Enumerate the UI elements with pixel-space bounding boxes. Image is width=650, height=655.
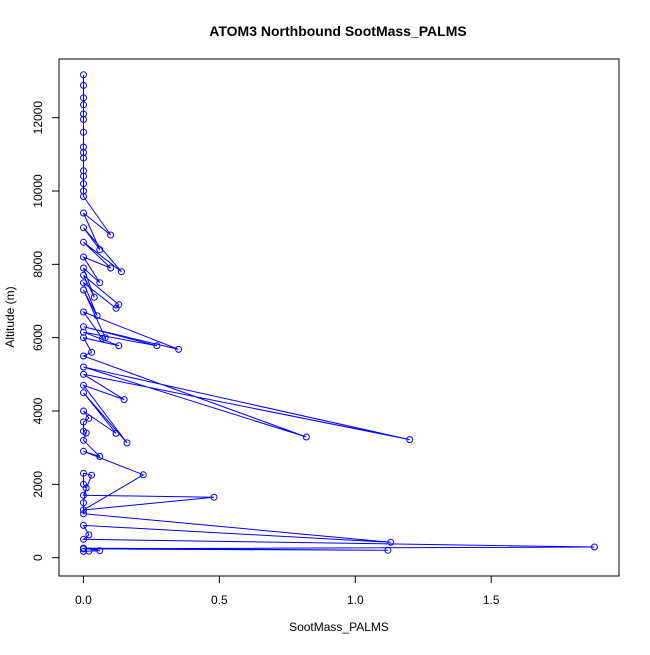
- data-point: [80, 510, 87, 518]
- data-point: [80, 94, 87, 102]
- data-point: [107, 264, 115, 272]
- data-point: [80, 71, 87, 79]
- data-point: [80, 308, 87, 316]
- x-axis-label: SootMass_PALMS: [289, 620, 389, 634]
- data-point: [80, 101, 87, 109]
- y-tick-label: 8000: [31, 251, 45, 278]
- data-point: [80, 544, 87, 552]
- data-point: [80, 506, 87, 514]
- data-point: [80, 279, 87, 287]
- data-point: [80, 116, 87, 123]
- x-tick-label: 0.0: [75, 593, 92, 607]
- data-point: [80, 363, 87, 371]
- data-point: [80, 407, 87, 415]
- y-tick-label: 4000: [31, 397, 45, 424]
- data-point: [80, 172, 87, 180]
- data-point: [85, 414, 93, 422]
- data-point: [80, 193, 87, 200]
- data-point: [96, 453, 104, 460]
- y-tick-label: 0: [31, 554, 45, 561]
- data-point: [115, 342, 123, 350]
- data-point: [210, 493, 218, 501]
- data-point: [80, 535, 87, 543]
- data-point: [591, 543, 598, 551]
- data-point: [80, 436, 87, 444]
- x-tick-label: 0.5: [211, 593, 228, 607]
- plot-frame: [58, 58, 620, 577]
- data-point: [99, 334, 106, 342]
- data-point: [123, 439, 131, 447]
- series-line: [82, 74, 595, 552]
- data-point: [80, 238, 87, 246]
- data-point: [80, 521, 87, 529]
- data-point: [80, 370, 87, 378]
- data-point: [153, 342, 161, 350]
- data-point: [80, 209, 87, 217]
- data-point: [96, 279, 104, 287]
- data-point: [80, 253, 87, 261]
- data-point: [88, 471, 96, 479]
- data-point: [80, 286, 87, 294]
- y-tick-label: 10000: [31, 174, 45, 208]
- x-tick-label: 1.5: [483, 593, 500, 607]
- data-point: [80, 381, 87, 389]
- data-point: [80, 547, 87, 555]
- chart-title: ATOM3 Northbound SootMass_PALMS: [209, 23, 466, 39]
- data-point: [118, 268, 125, 276]
- data-point: [88, 348, 96, 356]
- y-tick-label: 12000: [31, 101, 45, 135]
- data-point: [85, 531, 93, 539]
- data-point: [80, 264, 87, 272]
- y-tick-label: 2000: [31, 471, 45, 498]
- data-point: [107, 231, 115, 239]
- data-point: [80, 81, 87, 89]
- y-axis-label: Altitude (m): [3, 286, 17, 347]
- data-point: [85, 547, 93, 555]
- data-point: [82, 429, 90, 437]
- data-point: [96, 547, 104, 555]
- data-point: [406, 436, 414, 444]
- data-point: [80, 271, 87, 279]
- data-point: [80, 389, 87, 397]
- data-point: [80, 499, 87, 507]
- data-point: [175, 345, 183, 353]
- data-point: [80, 224, 87, 232]
- x-tick-label: 1.0: [347, 593, 364, 607]
- data-point: [93, 312, 101, 320]
- data-point: [387, 538, 395, 546]
- x-axis: 0.0 0.5 1.0 1.5: [75, 575, 500, 607]
- data-point: [101, 334, 109, 342]
- data-point: [80, 154, 87, 162]
- series-layer: [82, 74, 595, 552]
- y-tick-label: 6000: [31, 324, 45, 351]
- data-point: [302, 433, 310, 441]
- data-point: [120, 396, 128, 404]
- data-point: [80, 334, 87, 342]
- data-point: [112, 429, 120, 437]
- data-point: [90, 293, 98, 301]
- data-point: [80, 418, 87, 426]
- data-point: [80, 128, 87, 136]
- y-axis: 0 2000 4000 6000 8000 10000 12000: [31, 101, 60, 561]
- data-point: [80, 180, 87, 188]
- marker-layer: [80, 71, 598, 555]
- data-point: [82, 484, 90, 492]
- data-point: [112, 304, 120, 312]
- data-point: [80, 447, 87, 455]
- data-point: [80, 491, 87, 499]
- data-point: [384, 546, 392, 554]
- data-point: [96, 246, 104, 254]
- data-point: [80, 469, 87, 477]
- data-point: [139, 471, 147, 479]
- data-point: [80, 352, 87, 360]
